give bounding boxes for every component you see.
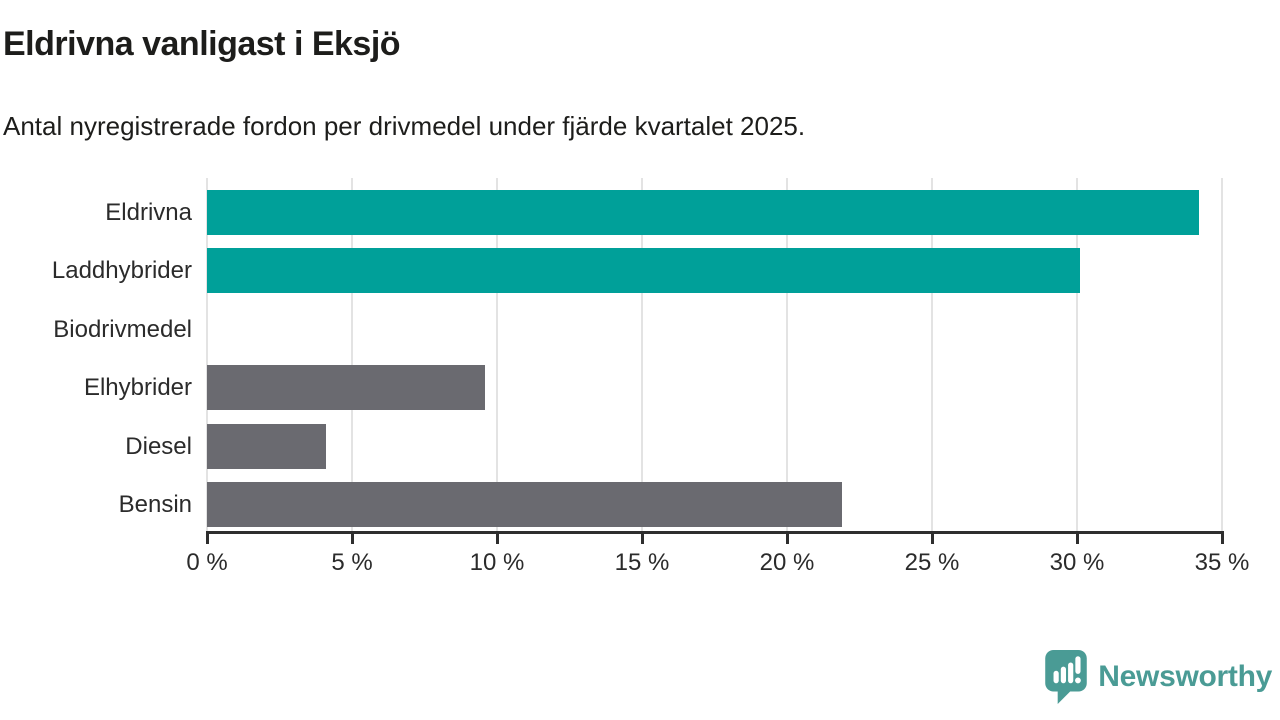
- gridline: [206, 178, 208, 533]
- x-tick-label: 5 %: [331, 549, 373, 576]
- x-tick-label: 0 %: [186, 549, 228, 576]
- x-tick-label: 20 %: [759, 549, 815, 576]
- bar: [207, 190, 1199, 235]
- bar: [207, 423, 326, 469]
- x-tick-mark: [641, 534, 644, 544]
- x-tick-label: 35 %: [1194, 549, 1250, 576]
- brand-footer: Newsworthy: [1044, 650, 1272, 704]
- gridline: [641, 178, 643, 533]
- x-tick-mark: [931, 534, 934, 544]
- x-tick-mark: [786, 534, 789, 544]
- chart-subtitle: Antal nyregistrerade fordon per drivmede…: [3, 111, 806, 141]
- x-tick-mark: [1221, 534, 1224, 544]
- gridline: [1221, 178, 1223, 533]
- category-label: Bensin: [118, 491, 192, 518]
- x-tick-label: 30 %: [1049, 549, 1105, 576]
- x-tick-mark: [206, 534, 209, 544]
- gridline: [351, 178, 353, 533]
- x-tick-mark: [1076, 534, 1079, 544]
- gridline: [786, 178, 788, 533]
- gridline: [931, 178, 933, 533]
- x-tick-label: 15 %: [614, 549, 670, 576]
- x-axis-line: [206, 531, 1224, 534]
- category-label: Diesel: [125, 432, 192, 460]
- bar: [207, 248, 1080, 294]
- x-tick-mark: [496, 534, 499, 544]
- category-label: Laddhybrider: [51, 257, 192, 285]
- gridline: [1076, 178, 1078, 533]
- gridline: [496, 178, 498, 533]
- newsworthy-logo-icon: [1045, 650, 1088, 704]
- category-label: Elhybrider: [83, 374, 192, 402]
- category-label: Eldrivna: [105, 199, 192, 226]
- x-tick-label: 10 %: [469, 549, 525, 576]
- bar: [207, 482, 842, 527]
- category-label: Biodrivmedel: [53, 315, 192, 343]
- x-tick-mark: [351, 534, 354, 544]
- brand-name: Newsworthy: [1098, 660, 1272, 693]
- bar: [207, 365, 485, 411]
- x-tick-label: 25 %: [904, 549, 960, 576]
- chart-title: Eldrivna vanligast i Eksjö: [3, 25, 401, 63]
